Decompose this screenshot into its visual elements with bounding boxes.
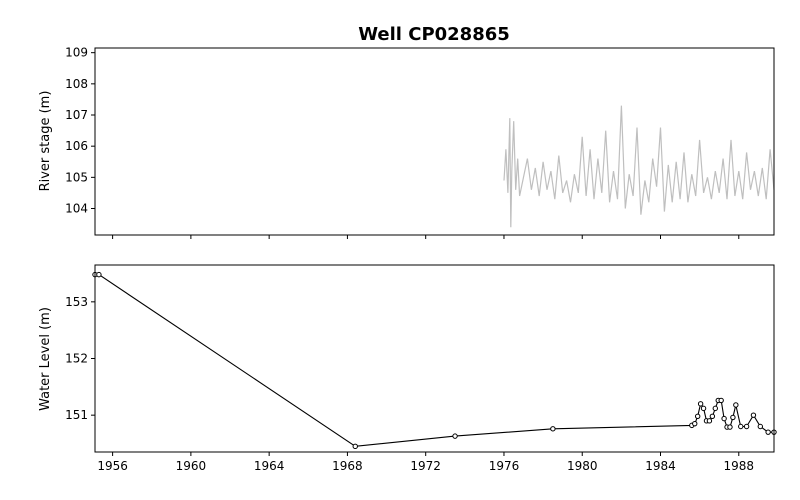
- data-point-marker: [452, 433, 458, 439]
- y-tick-label: 108: [65, 77, 88, 91]
- data-point-marker: [765, 429, 771, 435]
- x-tick-label: 1956: [97, 459, 128, 473]
- data-point-marker: [730, 414, 736, 421]
- top-panel: 104 105 106 107 108 109 River stage (m): [38, 46, 775, 239]
- series-line: [503, 105, 775, 228]
- data-point-marker: [709, 413, 716, 419]
- data-point-marker: [352, 443, 358, 450]
- bottom-x-axis: 1956 1960 1964 1968 1972 1976 1980 1984 1988: [97, 452, 754, 473]
- y-tick-label: 153: [65, 295, 88, 309]
- y-tick-label: 107: [65, 108, 88, 122]
- chart-title: Well CP028865: [358, 24, 510, 45]
- data-point-marker: [743, 423, 750, 430]
- y-tick-label: 104: [65, 202, 88, 216]
- bottom-y-axis-label: Water Level (m): [38, 307, 53, 411]
- series-line: [95, 274, 774, 447]
- data-point-marker: [712, 405, 718, 412]
- data-point-marker: [694, 413, 701, 419]
- x-tick-label: 1964: [254, 459, 285, 473]
- data-point-marker: [757, 423, 764, 430]
- data-point-marker: [706, 418, 713, 424]
- y-tick-label: 106: [65, 139, 88, 153]
- top-plot-frame: [94, 47, 775, 236]
- top-y-axis: 104 105 106 107 108 109: [65, 46, 95, 216]
- y-tick-label: 105: [65, 170, 88, 184]
- data-point-marker: [96, 271, 102, 278]
- data-point-marker: [550, 426, 556, 432]
- top-x-axis: [112, 235, 740, 239]
- bottom-plot-frame: [94, 264, 775, 453]
- data-point-marker: [697, 401, 704, 407]
- x-tick-label: 1972: [410, 459, 441, 473]
- x-tick-label: 1984: [645, 459, 676, 473]
- bottom-y-axis: 151 152 153: [65, 295, 95, 422]
- x-tick-label: 1960: [176, 459, 207, 473]
- data-point-marker: [700, 405, 707, 412]
- data-point-marker: [738, 423, 744, 430]
- y-tick-label: 151: [65, 408, 88, 422]
- x-tick-label: 1980: [567, 459, 598, 473]
- data-point-marker: [750, 412, 757, 418]
- data-point-marker: [727, 424, 733, 430]
- river-stage-series: [503, 105, 775, 228]
- y-tick-label: 109: [65, 46, 88, 60]
- x-tick-label: 1968: [332, 459, 363, 473]
- top-y-axis-label: River stage (m): [38, 91, 53, 192]
- data-point-marker: [721, 415, 727, 422]
- data-point-marker: [733, 402, 739, 408]
- x-tick-label: 1988: [724, 459, 755, 473]
- data-point-marker: [692, 420, 698, 427]
- x-tick-label: 1976: [489, 459, 520, 473]
- data-point-marker: [718, 397, 724, 404]
- y-tick-label: 152: [65, 352, 88, 366]
- water-level-series: [92, 271, 777, 450]
